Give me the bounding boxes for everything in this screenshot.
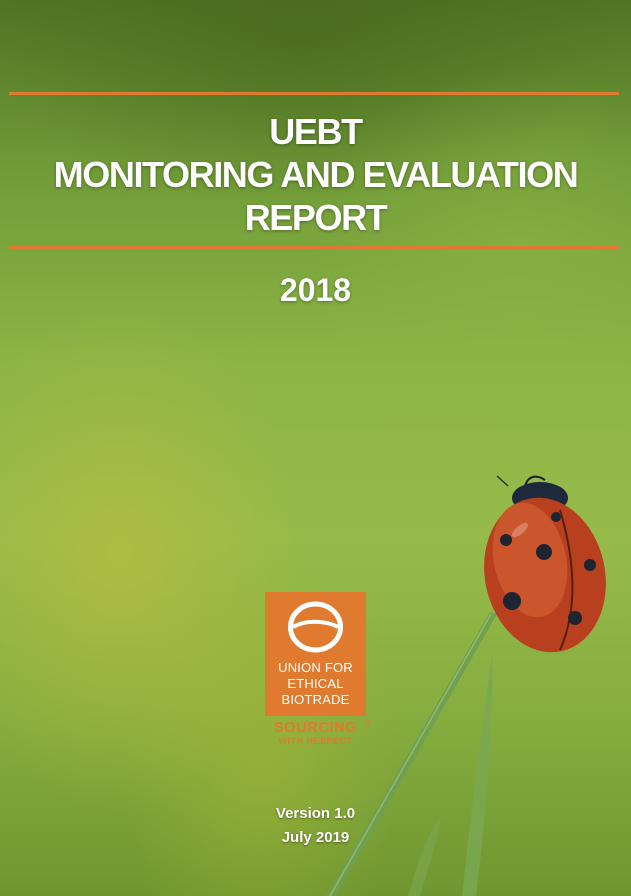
uebt-emblem-icon <box>288 601 343 653</box>
report-year: 2018 <box>279 272 352 308</box>
title-line-3: REPORT <box>244 197 388 238</box>
release-date: July 2019 <box>281 829 350 846</box>
logo-line-3: BIOTRADE <box>281 692 350 707</box>
slogan-line-1: SOURCING <box>273 719 358 736</box>
version-block: Version 1.0 July 2019 <box>0 802 631 850</box>
logo-slogan: SOURCING ® <box>265 719 371 736</box>
title-line-2: MONITORING AND EVALUATION <box>53 154 579 195</box>
logo-box: UNION FOR ETHICAL BIOTRADE <box>265 592 366 716</box>
title-line-1: UEBT <box>269 111 363 152</box>
version-label: Version 1.0 <box>275 805 356 822</box>
registered-mark: ® <box>364 719 371 728</box>
logo-text: UNION FOR ETHICAL BIOTRADE <box>265 660 366 708</box>
uebt-logo: UNION FOR ETHICAL BIOTRADE SOURCING ® WIT… <box>265 592 371 747</box>
slogan-line-2: WITH RESPECT <box>278 736 353 746</box>
report-title: UEBT MONITORING AND EVALUATION REPORT <box>0 110 631 239</box>
logo-line-1: UNION FOR <box>278 660 353 675</box>
bottom-divider <box>9 246 619 249</box>
logo-line-2: ETHICAL <box>287 676 344 691</box>
ladybug-icon <box>484 475 606 653</box>
top-divider <box>9 92 619 95</box>
